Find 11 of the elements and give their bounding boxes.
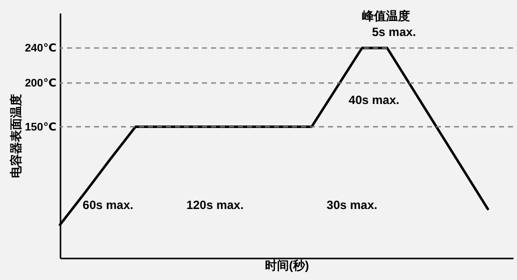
annotation: 5s max. — [372, 25, 416, 39]
annotation: 40s max. — [348, 93, 400, 107]
y-axis-title: 电容器表面温度 — [8, 94, 23, 178]
annotation: 60s max. — [82, 198, 134, 212]
annotation: 120s max. — [186, 198, 244, 212]
y-tick-label: 200℃ — [24, 78, 56, 90]
x-axis-title: 时间(秒) — [265, 258, 309, 272]
y-tick-label: 240℃ — [24, 42, 56, 54]
annotation: 30s max. — [326, 198, 378, 212]
y-tick-label: 150℃ — [24, 121, 56, 134]
annotation: 峰值温度 — [362, 9, 410, 23]
